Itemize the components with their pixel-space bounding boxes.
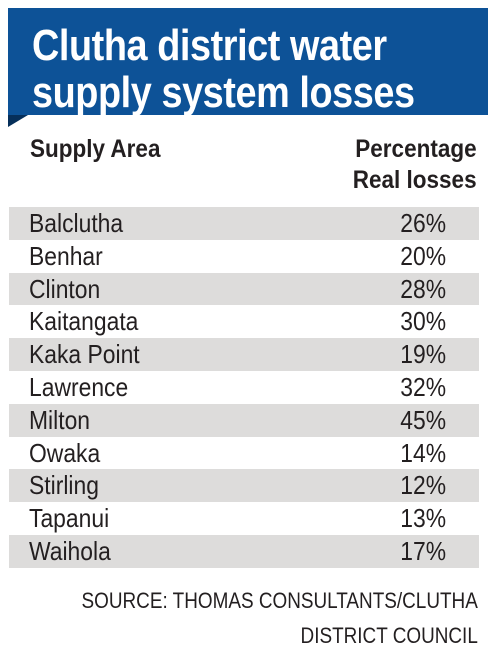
table-row: Balclutha 26% [9, 207, 479, 240]
percentage-cell: 13% [400, 503, 446, 534]
table-row: Benhar 20% [9, 240, 479, 273]
table-row: Waihola 17% [9, 534, 479, 568]
supply-area-cell: Kaka Point [29, 339, 140, 370]
source-note: SOURCE: THOMAS CONSULTANTS/CLUTHA DISTRI… [82, 583, 478, 653]
supply-area-cell: Benhar [29, 240, 103, 271]
supply-area-cell: Waihola [29, 535, 111, 566]
table-row: Clinton 28% [9, 272, 479, 306]
percentage-cell: 14% [400, 437, 446, 468]
title-line-1: Clutha district water [32, 21, 387, 70]
table-row: Milton 45% [9, 403, 479, 437]
supply-area-cell: Clinton [29, 273, 101, 304]
column-header-percentage-line-2: Real losses [353, 166, 477, 194]
supply-area-cell: Tapanui [29, 503, 110, 534]
percentage-cell: 19% [400, 339, 446, 370]
percentage-cell: 20% [400, 240, 446, 271]
table-row: Owaka 14% [9, 437, 479, 470]
source-line-2: DISTRICT COUNCIL [300, 623, 478, 648]
supply-area-cell: Stirling [29, 470, 99, 501]
percentage-cell: 26% [400, 208, 446, 238]
title-banner-notch [8, 115, 28, 127]
column-header-supply-area: Supply Area [30, 135, 161, 163]
table-row: Stirling 12% [9, 469, 479, 503]
supply-area-cell: Milton [29, 404, 91, 435]
source-line-1: SOURCE: THOMAS CONSULTANTS/CLUTHA [81, 588, 478, 613]
percentage-cell: 45% [400, 404, 446, 435]
column-header-percentage: Percentage Real losses [353, 134, 477, 196]
title-line-2: supply system losses [32, 68, 415, 117]
percentage-cell: 28% [400, 273, 446, 304]
table-row: Kaitangata 30% [9, 305, 479, 338]
percentage-cell: 17% [400, 535, 446, 566]
supply-area-cell: Owaka [29, 437, 101, 468]
chart-title: Clutha district water supply system loss… [32, 22, 424, 116]
losses-table: Balclutha 26% Benhar 20% Clinton 28% Kaitangat… [9, 207, 479, 568]
table-row: Kaka Point 19% [9, 338, 479, 371]
percentage-cell: 12% [400, 470, 446, 501]
table-row: Lawrence 32% [9, 371, 479, 404]
supply-area-cell: Balclutha [29, 208, 124, 238]
table-row: Tapanui 13% [9, 502, 479, 535]
column-header-percentage-line-1: Percentage [355, 135, 477, 163]
supply-area-cell: Lawrence [29, 371, 129, 402]
title-banner: Clutha district water supply system loss… [8, 8, 488, 116]
percentage-cell: 30% [400, 306, 446, 337]
percentage-cell: 32% [400, 371, 446, 402]
supply-area-cell: Kaitangata [29, 306, 139, 337]
